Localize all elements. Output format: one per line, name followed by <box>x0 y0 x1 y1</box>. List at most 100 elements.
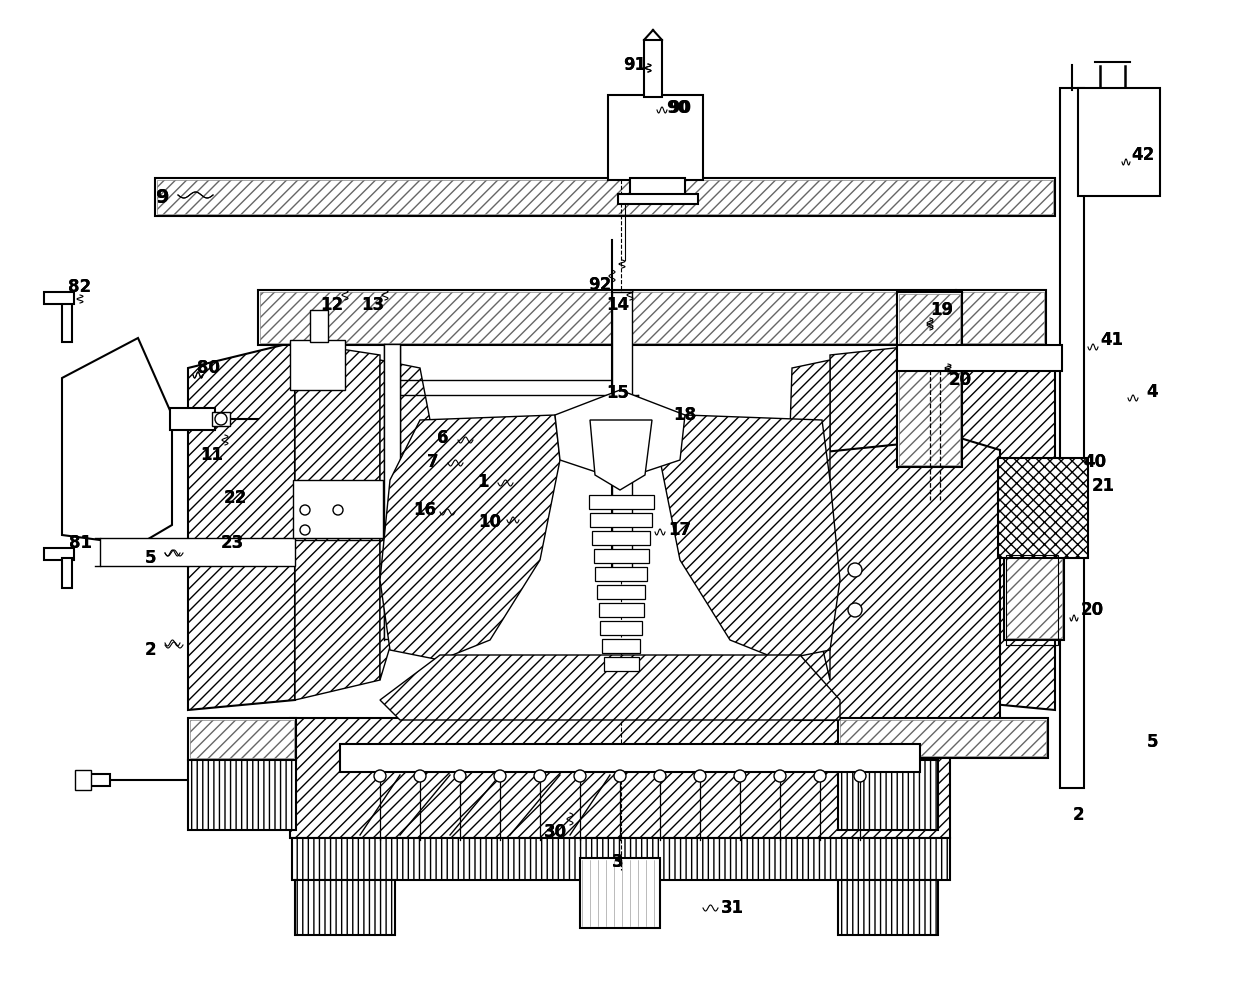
Bar <box>899 294 960 465</box>
Bar <box>88 774 110 786</box>
Text: 42: 42 <box>1131 146 1154 164</box>
Bar <box>594 549 649 563</box>
Text: 17: 17 <box>668 521 692 539</box>
Bar <box>580 858 660 928</box>
Text: 15: 15 <box>606 384 630 402</box>
Bar <box>190 720 294 758</box>
Text: 6: 6 <box>438 429 449 447</box>
Circle shape <box>653 770 666 782</box>
Polygon shape <box>950 342 1055 710</box>
Bar <box>1060 88 1084 788</box>
Text: 9: 9 <box>156 187 170 206</box>
Polygon shape <box>830 342 950 700</box>
Text: 23: 23 <box>221 534 243 552</box>
Text: 5: 5 <box>1146 733 1158 752</box>
Text: 22: 22 <box>223 489 247 507</box>
Text: 41: 41 <box>1100 331 1123 349</box>
Circle shape <box>734 770 746 782</box>
Circle shape <box>534 770 546 782</box>
Bar <box>43 548 74 560</box>
Bar <box>384 344 401 639</box>
Text: 21: 21 <box>1091 477 1115 495</box>
Polygon shape <box>188 342 295 710</box>
Text: 20: 20 <box>1080 601 1104 619</box>
Text: 1: 1 <box>477 473 489 491</box>
Text: 9: 9 <box>156 187 170 206</box>
Text: 31: 31 <box>720 899 744 917</box>
Text: 3: 3 <box>613 853 624 871</box>
Text: 19: 19 <box>930 301 954 319</box>
Text: 20: 20 <box>949 371 972 389</box>
Text: 12: 12 <box>320 296 343 314</box>
Text: 14: 14 <box>606 296 630 314</box>
Text: 82: 82 <box>68 278 92 296</box>
Text: 80: 80 <box>196 359 219 377</box>
Text: 4: 4 <box>1146 383 1158 401</box>
Bar <box>590 513 652 527</box>
Bar <box>596 585 645 599</box>
Circle shape <box>574 770 587 782</box>
Text: 91: 91 <box>624 56 646 74</box>
Bar <box>838 718 1048 758</box>
Text: 81: 81 <box>68 534 92 552</box>
Circle shape <box>334 505 343 515</box>
Bar <box>600 621 642 635</box>
Polygon shape <box>379 415 560 660</box>
Bar <box>838 760 937 830</box>
Polygon shape <box>590 420 652 490</box>
Bar <box>595 567 647 581</box>
Bar <box>310 310 329 342</box>
Bar <box>956 290 1047 345</box>
Bar <box>62 300 72 342</box>
Text: 40: 40 <box>1084 453 1106 471</box>
Text: 5: 5 <box>144 549 156 567</box>
Text: 31: 31 <box>720 899 744 917</box>
Bar <box>589 495 653 509</box>
Circle shape <box>848 603 862 617</box>
Circle shape <box>414 770 427 782</box>
Text: 13: 13 <box>361 296 384 314</box>
Bar <box>258 290 956 345</box>
Text: 12: 12 <box>320 296 343 314</box>
Text: 90: 90 <box>668 99 692 117</box>
Bar <box>959 292 1044 343</box>
Text: 3: 3 <box>613 853 624 871</box>
Text: 4: 4 <box>1146 383 1158 401</box>
Text: 13: 13 <box>361 296 384 314</box>
Text: 30: 30 <box>543 823 567 841</box>
Bar <box>170 408 215 430</box>
Bar <box>293 480 383 538</box>
Text: 5: 5 <box>144 549 156 567</box>
Bar <box>74 770 91 790</box>
Text: 7: 7 <box>428 453 439 471</box>
Bar <box>601 639 640 653</box>
Circle shape <box>614 770 626 782</box>
Bar <box>62 558 72 588</box>
Text: 2: 2 <box>144 641 156 659</box>
Text: 16: 16 <box>413 501 436 519</box>
Bar <box>618 194 698 204</box>
Bar <box>188 760 296 830</box>
Text: 10: 10 <box>479 513 501 531</box>
Bar <box>157 180 1053 214</box>
Bar <box>260 292 954 343</box>
Bar <box>897 292 962 467</box>
Bar <box>340 744 920 772</box>
Circle shape <box>374 770 386 782</box>
Text: 11: 11 <box>201 446 223 464</box>
Text: 2: 2 <box>1073 806 1084 824</box>
Text: 20: 20 <box>949 371 972 389</box>
Bar <box>212 412 229 426</box>
Text: 22: 22 <box>223 489 247 507</box>
Text: 2: 2 <box>1073 806 1084 824</box>
Polygon shape <box>795 438 999 720</box>
Bar <box>43 292 74 304</box>
Text: 40: 40 <box>1084 453 1106 471</box>
Circle shape <box>494 770 506 782</box>
Bar <box>998 458 1087 558</box>
Circle shape <box>215 413 227 425</box>
Bar <box>100 538 295 566</box>
Circle shape <box>300 525 310 535</box>
Polygon shape <box>295 342 379 700</box>
Polygon shape <box>290 718 950 838</box>
